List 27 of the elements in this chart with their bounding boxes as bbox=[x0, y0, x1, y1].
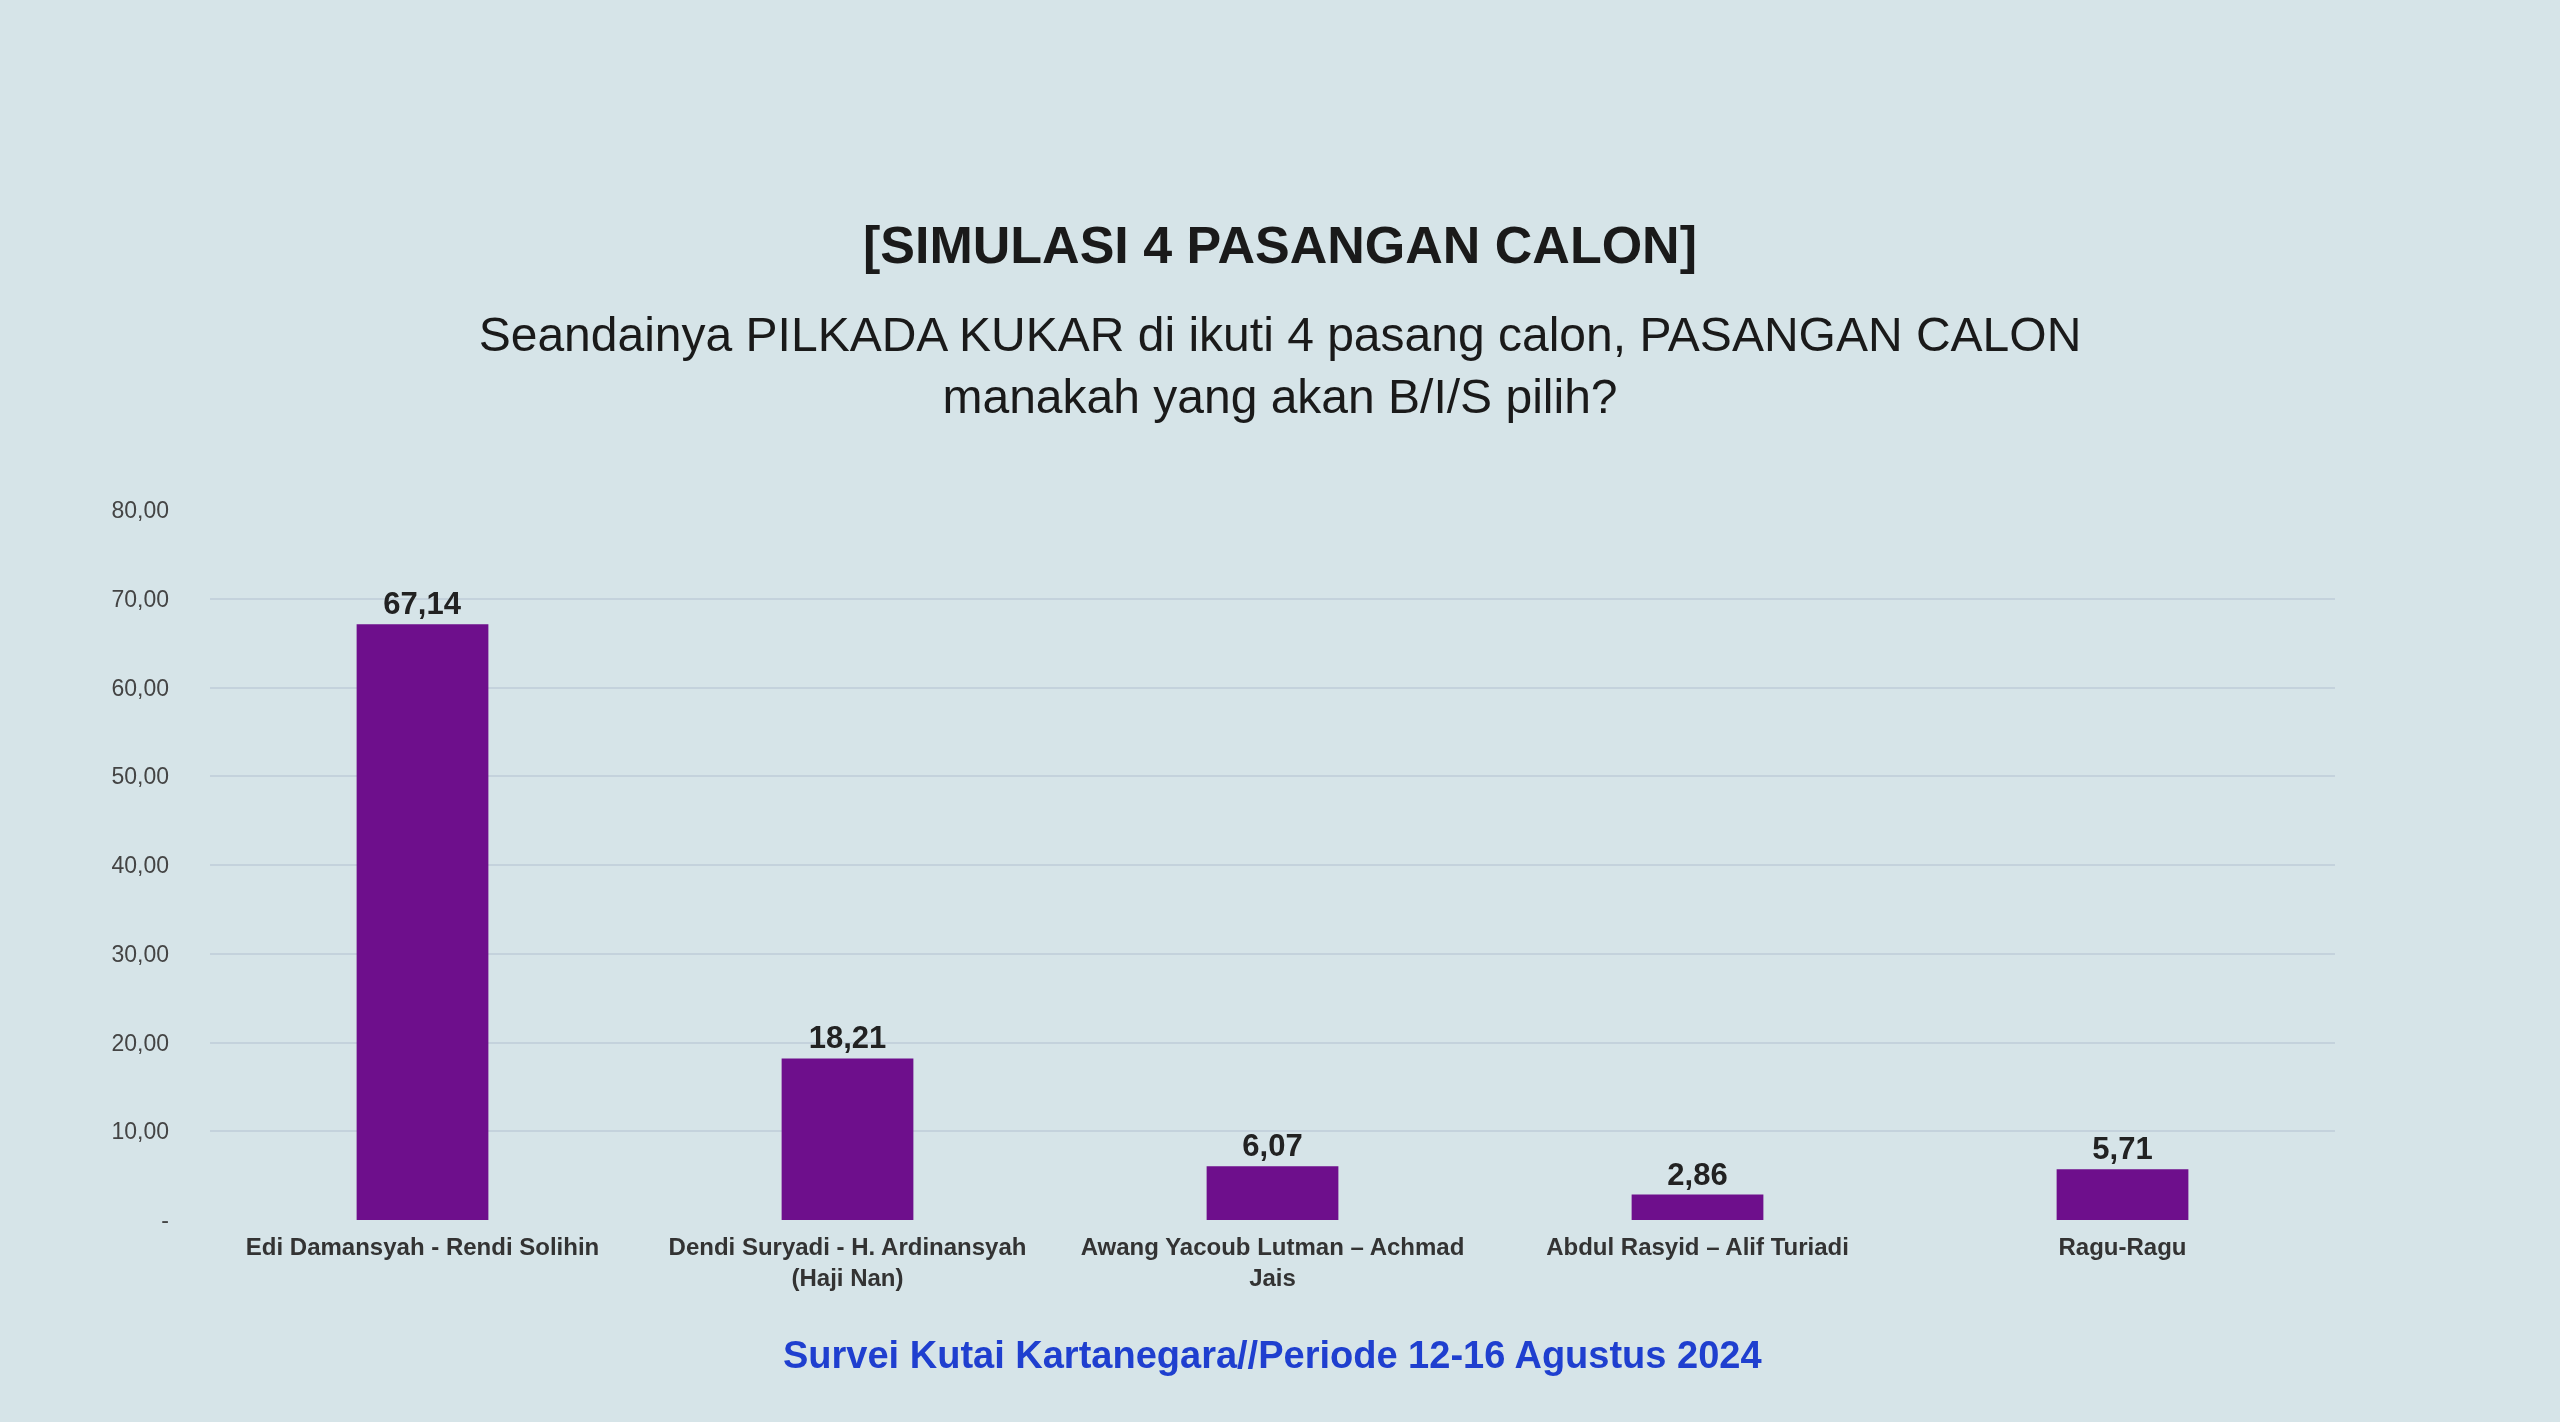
y-tick-label: 30,00 bbox=[111, 940, 169, 967]
bar bbox=[1631, 1194, 1764, 1220]
text: Survei Kutai Kartanegara//Periode 12-16 Agustus 2024 bbox=[783, 1334, 1762, 1376]
bar bbox=[356, 624, 489, 1220]
chart-subtitle: Seandainya PILKADA KUKAR di ikuti 4 pasang calon, PASANGAN CALON manakah yang akan B/I/S pilih? bbox=[478, 308, 2082, 424]
bar bbox=[1206, 1166, 1339, 1220]
y-tick-label: - bbox=[161, 1207, 169, 1234]
y-tick-label: 50,00 bbox=[111, 763, 169, 790]
chart-title: [SIMULASI 4 PASANGAN CALON] bbox=[863, 216, 1697, 275]
y-tick-label: 70,00 bbox=[111, 585, 169, 612]
data-label: 67,14 bbox=[383, 586, 462, 622]
data-label: 5,71 bbox=[2092, 1131, 2153, 1167]
x-tick-label: Awang Yacoub Lutman – Achmad Jais bbox=[1080, 1233, 1465, 1292]
data-label: 2,86 bbox=[1667, 1156, 1728, 1192]
x-tick-label: Edi Damansyah - Rendi Solihin bbox=[245, 1233, 600, 1260]
y-tick-label: 40,00 bbox=[111, 852, 169, 879]
x-tick-label: Abdul Rasyid – Alif Turiadi bbox=[1546, 1233, 1849, 1260]
bar bbox=[2056, 1169, 2189, 1220]
data-label: 6,07 bbox=[1242, 1128, 1303, 1164]
y-tick-label: 20,00 bbox=[111, 1029, 169, 1056]
bar bbox=[781, 1058, 914, 1220]
data-label: 18,21 bbox=[808, 1020, 887, 1056]
y-tick-label: 60,00 bbox=[111, 674, 169, 701]
x-tick-label: Ragu-Ragu bbox=[2058, 1233, 2187, 1260]
x-tick-label: Dendi Suryadi - H. Ardinansyah (Haji Nan) bbox=[668, 1233, 1027, 1292]
y-tick-label: 80,00 bbox=[111, 497, 169, 524]
y-tick-label: 10,00 bbox=[111, 1118, 169, 1145]
